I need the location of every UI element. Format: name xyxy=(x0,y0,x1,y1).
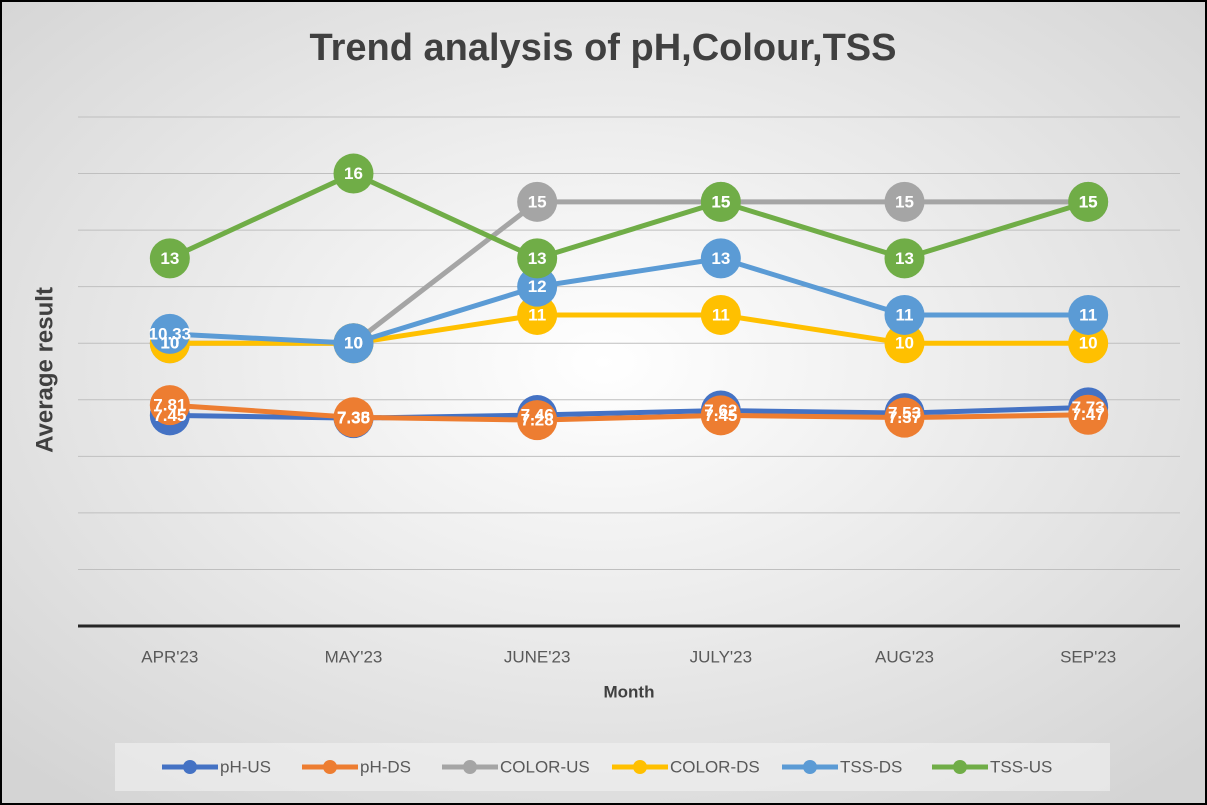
data-label: 7.28 xyxy=(521,411,554,430)
legend-marker xyxy=(633,760,647,774)
series-line xyxy=(169,402,1089,423)
data-label: 7.45 xyxy=(153,406,186,425)
data-point xyxy=(700,395,741,436)
data-label: 11 xyxy=(896,305,914,324)
data-label: 15 xyxy=(711,192,730,211)
y-axis-label: Average result xyxy=(31,287,58,453)
data-label: 11 xyxy=(712,305,730,324)
data-point xyxy=(884,397,925,438)
data-label: 7.73 xyxy=(1072,398,1105,417)
legend-marker xyxy=(323,760,337,774)
data-point xyxy=(1068,181,1109,222)
data-point xyxy=(884,238,925,279)
data-label: 7.53 xyxy=(888,404,921,423)
legend-marker xyxy=(803,760,817,774)
data-point xyxy=(1068,323,1109,364)
x-tick-label: MAY'23 xyxy=(325,647,383,666)
data-label: 11 xyxy=(528,305,546,324)
data-label: 10 xyxy=(160,334,179,353)
series-line xyxy=(169,255,1089,346)
x-tick-label: APR'23 xyxy=(141,647,198,666)
data-label: 15 xyxy=(1079,192,1098,211)
data-point xyxy=(149,238,190,279)
data-label: 10 xyxy=(895,334,914,353)
x-axis-label: Month xyxy=(604,682,655,701)
data-label: 7.81 xyxy=(153,396,186,415)
chart-title: Trend analysis of pH,Colour,TSS xyxy=(310,27,897,69)
legend-label: pH-DS xyxy=(360,757,411,776)
data-label: 7.38 xyxy=(337,408,370,427)
data-point xyxy=(333,153,374,194)
data-point xyxy=(517,238,558,279)
data-point xyxy=(884,294,925,335)
data-label: 7.47 xyxy=(1072,405,1105,424)
data-label: 13 xyxy=(160,249,179,268)
data-label: 10 xyxy=(344,334,363,353)
x-tick-label: JULY'23 xyxy=(690,647,752,666)
data-label: 10 xyxy=(344,334,363,353)
legend-label: COLOR-US xyxy=(500,757,590,776)
data-label: 13 xyxy=(711,249,730,268)
data-label: 7.37 xyxy=(888,408,921,427)
data-point xyxy=(884,323,925,364)
data-label: 11 xyxy=(1079,305,1097,324)
data-point xyxy=(700,181,741,222)
data-point xyxy=(517,294,558,335)
data-point xyxy=(333,397,374,438)
data-label: 16 xyxy=(344,164,363,183)
data-label: 15 xyxy=(711,192,730,211)
data-point xyxy=(517,266,558,307)
legend-marker xyxy=(953,760,967,774)
data-point xyxy=(1068,394,1109,435)
data-point xyxy=(700,294,741,335)
legend-label: COLOR-DS xyxy=(670,757,760,776)
data-point xyxy=(700,238,741,279)
x-tick-label: JUNE'23 xyxy=(504,647,571,666)
data-point xyxy=(884,181,925,222)
data-label: 15 xyxy=(895,192,914,211)
series-line xyxy=(168,170,1089,262)
data-label: 7.35 xyxy=(337,409,370,428)
data-point xyxy=(517,181,558,222)
data-label: 13 xyxy=(895,249,914,268)
data-label: 10 xyxy=(344,334,363,353)
x-tick-label: AUG'23 xyxy=(875,647,934,666)
data-label: 15 xyxy=(528,192,547,211)
data-label: 10 xyxy=(1079,334,1098,353)
data-point xyxy=(333,323,374,364)
data-point xyxy=(149,313,190,354)
legend-marker xyxy=(463,760,477,774)
legend-marker xyxy=(183,760,197,774)
data-label: 7.46 xyxy=(521,406,554,425)
data-point xyxy=(517,400,558,441)
data-point xyxy=(149,385,190,426)
data-label: 15 xyxy=(1079,192,1098,211)
data-label: 10 xyxy=(160,334,179,353)
data-label: 7.45 xyxy=(704,406,737,425)
data-point xyxy=(1068,294,1109,335)
x-tick-label: SEP'23 xyxy=(1060,647,1116,666)
data-label: 12 xyxy=(528,277,547,296)
legend-label: TSS-US xyxy=(990,757,1052,776)
data-label: 13 xyxy=(528,249,547,268)
legend-label: TSS-DS xyxy=(840,757,902,776)
data-label: 10.33 xyxy=(149,324,192,343)
data-label: 7.62 xyxy=(704,401,737,420)
legend-label: pH-US xyxy=(220,757,271,776)
